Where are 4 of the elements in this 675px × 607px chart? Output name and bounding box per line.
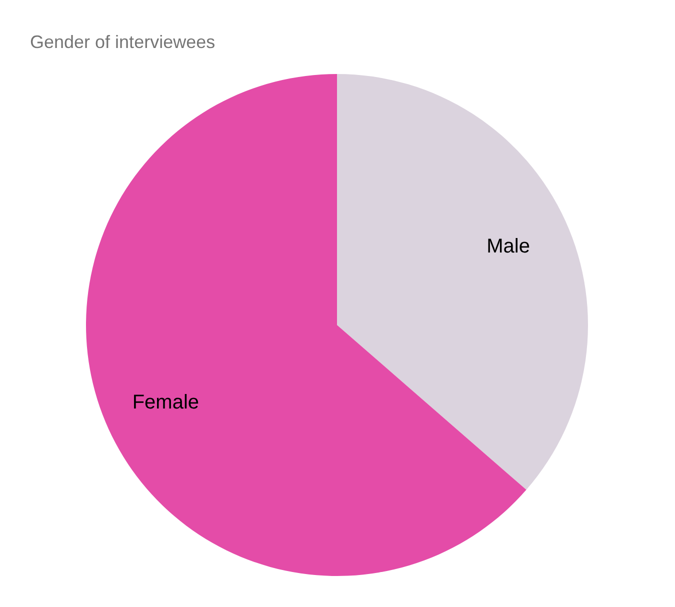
pie-slice [337, 74, 588, 490]
chart-title: Gender of interviewees [30, 32, 216, 52]
slice-label: Male [486, 235, 530, 258]
slice-label: Female [132, 391, 200, 414]
